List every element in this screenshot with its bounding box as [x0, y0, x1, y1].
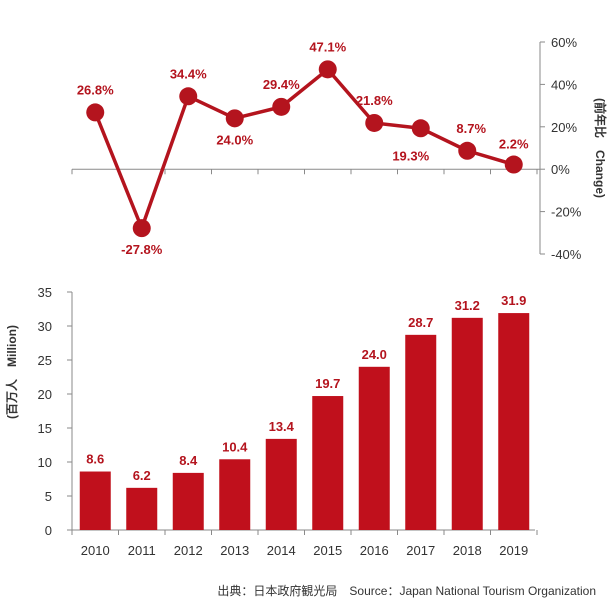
- bar-x-tick-label: 2017: [406, 543, 435, 558]
- line-data-label: 34.4%: [170, 66, 207, 81]
- line-data-label: 26.8%: [77, 82, 114, 97]
- line-y-tick-label: -20%: [551, 205, 582, 220]
- line-data-label: 29.4%: [263, 77, 300, 92]
- bar: [126, 487, 158, 530]
- line-point: [458, 141, 477, 160]
- bar-value-label: 8.4: [179, 453, 198, 468]
- bar-y-axis-title: (百万人 Million): [4, 325, 19, 419]
- bar-value-label: 19.7: [315, 376, 340, 391]
- bar-y-tick-label: 20: [38, 387, 52, 402]
- line-point: [365, 113, 384, 132]
- line-point: [86, 103, 105, 122]
- line-data-label: 8.7%: [456, 121, 486, 136]
- bar-y-tick-label: 25: [38, 353, 52, 368]
- bar-value-label: 31.9: [501, 293, 526, 308]
- bar-value-label: 13.4: [269, 419, 295, 434]
- bar-x-tick-label: 2014: [267, 543, 296, 558]
- line-y-tick-label: 60%: [551, 35, 577, 50]
- bar-y-tick-label: 30: [38, 319, 52, 334]
- bar-y-tick-label: 35: [38, 285, 52, 300]
- bar-value-label: 31.2: [455, 298, 480, 313]
- bar-x-tick-label: 2015: [313, 543, 342, 558]
- bar-chart: 0 5 10 15 20 25 30 35 (百万人 Million) 8.6 2010 6.2 201…: [4, 285, 538, 558]
- line-point: [132, 219, 151, 238]
- bar: [219, 459, 251, 530]
- bar-x-tick-label: 2019: [499, 543, 528, 558]
- bar-y-tick-label: 0: [45, 523, 52, 538]
- bar: [405, 334, 437, 530]
- bar-x-tick-label: 2013: [220, 543, 249, 558]
- bar: [79, 471, 111, 530]
- bar: [451, 317, 483, 530]
- line-y-tick-label: -40%: [551, 247, 582, 262]
- bar: [172, 472, 204, 530]
- line-data-label: 2.2%: [499, 137, 529, 152]
- line-y-tick-label: 20%: [551, 120, 577, 135]
- bar-value-label: 6.2: [133, 468, 151, 483]
- line-data-label: 24.0%: [216, 132, 253, 147]
- bar: [358, 366, 390, 530]
- bar-y-tick-label: 5: [45, 489, 52, 504]
- line-y-tick-label: 0%: [551, 162, 570, 177]
- bar-x-tick-label: 2018: [453, 543, 482, 558]
- line-chart: 60% 40% 20% 0% -20% -40% (前年比 Change) 26.8% -27.…: [71, 35, 608, 262]
- line-point: [272, 97, 291, 116]
- line-point: [411, 119, 430, 138]
- bar-y-tick-label: 10: [38, 455, 52, 470]
- bar: [498, 313, 530, 530]
- line-point: [318, 60, 337, 79]
- bar-value-label: 24.0: [362, 347, 387, 362]
- bar-x-tick-label: 2012: [174, 543, 203, 558]
- line-point: [179, 87, 198, 106]
- line-data-label: -27.8%: [121, 242, 163, 257]
- line-data-label: 47.1%: [309, 39, 346, 54]
- bar: [312, 396, 344, 530]
- bar-x-tick-label: 2010: [81, 543, 110, 558]
- bar-value-label: 28.7: [408, 315, 433, 330]
- line-data-label: 21.8%: [356, 93, 393, 108]
- line-y-tick-label: 40%: [551, 77, 577, 92]
- bar-x-tick-label: 2016: [360, 543, 389, 558]
- bar-value-label: 8.6: [86, 452, 104, 467]
- bar-y-tick-label: 15: [38, 421, 52, 436]
- source-note: 出典：日本政府観光局 Source：Japan National Tourism…: [217, 584, 596, 598]
- line-series: [93, 67, 515, 230]
- line-y-axis-title: (前年比 Change): [593, 98, 608, 198]
- line-data-label: 19.3%: [392, 148, 429, 163]
- line-point: [225, 109, 244, 128]
- bar-x-tick-label: 2011: [128, 543, 156, 558]
- bar-value-label: 10.4: [222, 439, 248, 454]
- line-point: [504, 155, 523, 174]
- bar: [265, 438, 297, 530]
